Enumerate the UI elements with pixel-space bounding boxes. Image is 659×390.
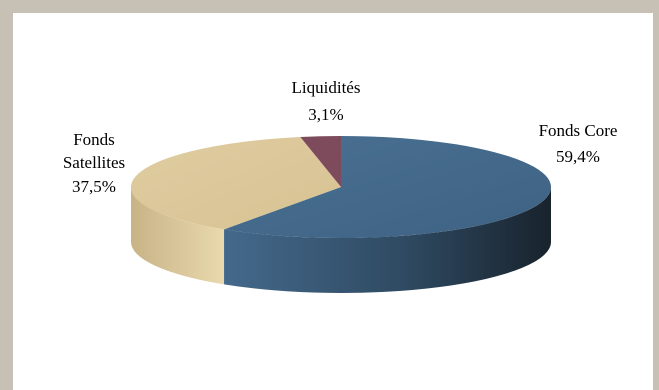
pie-side-satellites: [131, 187, 225, 285]
pie-slice-satellites: [130, 136, 341, 230]
pie-tops: [130, 136, 551, 239]
label-satellites-name-1: Fonds: [73, 130, 115, 149]
pie-slice-core: [224, 136, 551, 239]
pie-sides: [131, 187, 551, 294]
pie-side-core: [224, 187, 551, 294]
label-satellites-name-2: Satellites: [63, 153, 125, 172]
pie-slice-liquidites: [300, 136, 341, 187]
label-core-value: 59,4%: [556, 147, 600, 166]
label-core-name: Fonds Core: [539, 121, 618, 140]
label-liquidites-value: 3,1%: [308, 105, 343, 124]
label-liquidites-name: Liquidités: [292, 78, 361, 97]
label-satellites-value: 37,5%: [72, 177, 116, 196]
